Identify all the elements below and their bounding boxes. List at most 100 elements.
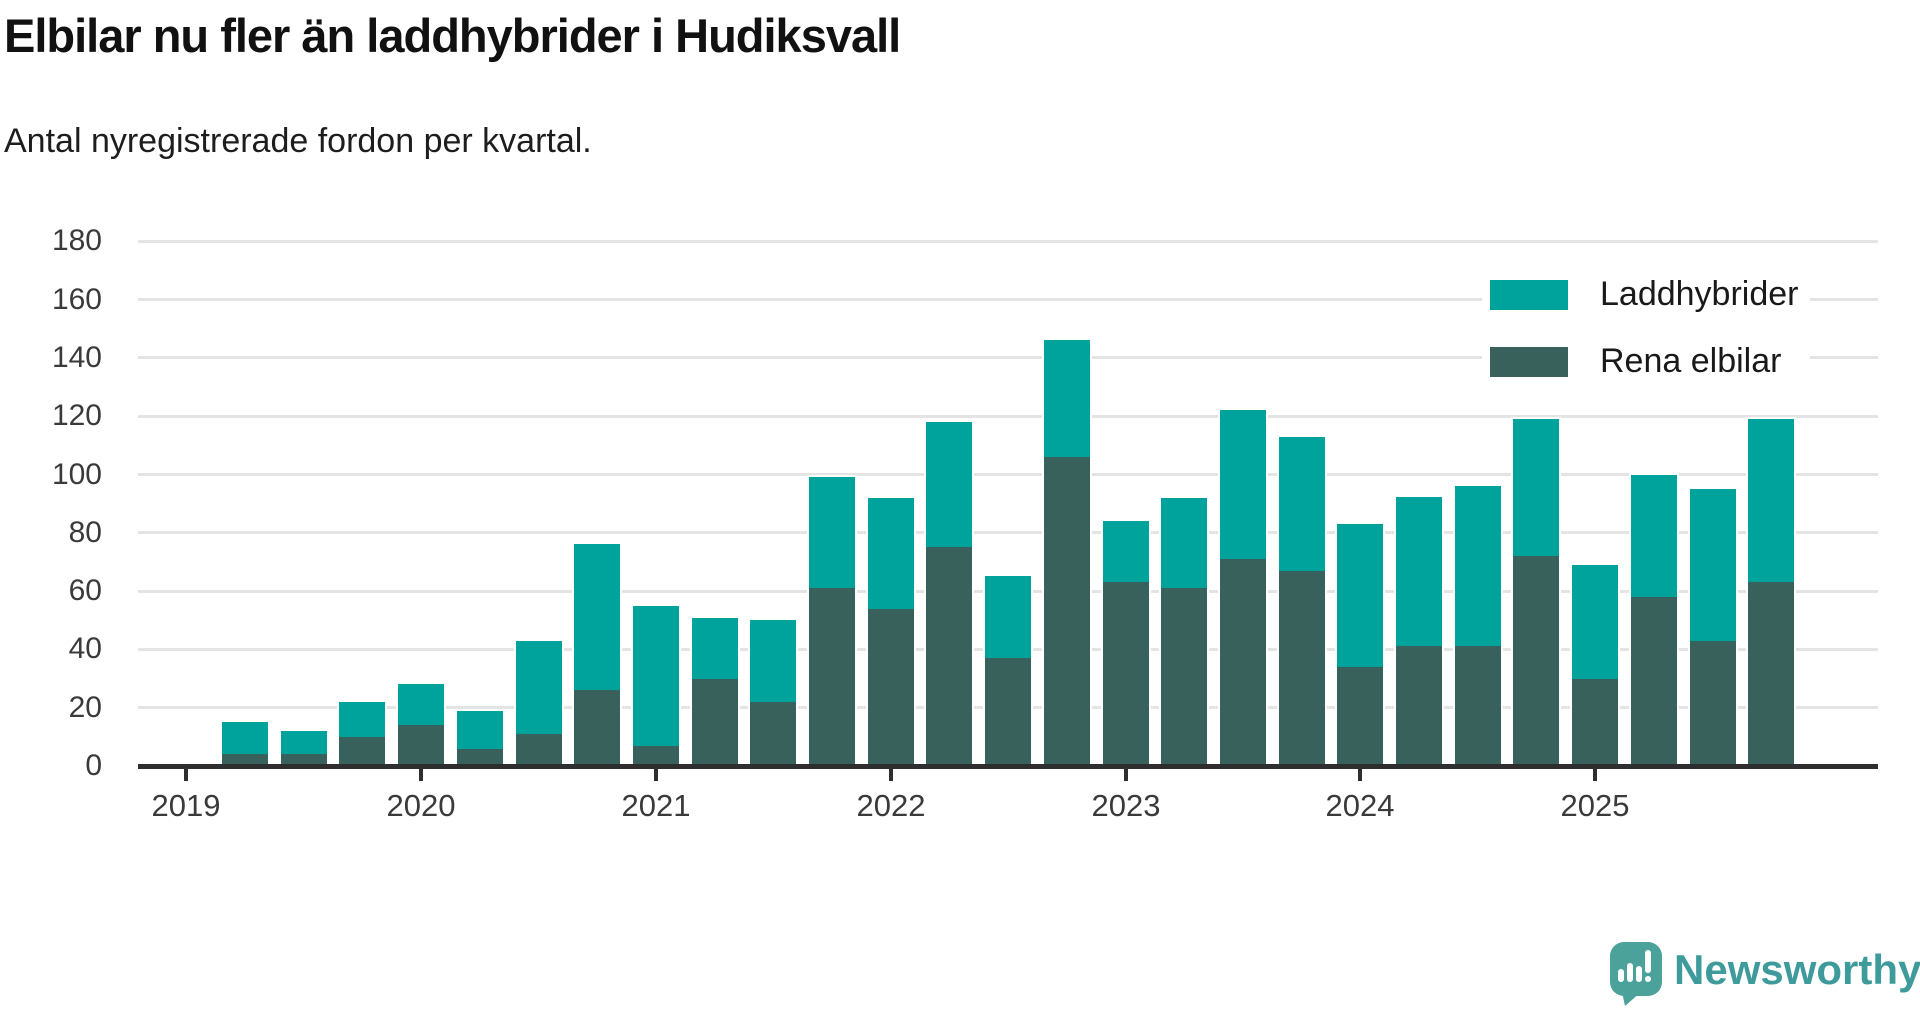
bar-group-2024-Q4: [1513, 419, 1559, 766]
bar-group-2025-Q1: [1572, 565, 1618, 766]
bar-group-2024-Q2: [1396, 497, 1442, 766]
bar-group-2025-Q3: [1690, 489, 1736, 766]
bar-group-2019-Q2: [222, 722, 268, 766]
x-axis-line: [138, 764, 1878, 769]
bar-group-2024-Q3: [1455, 486, 1501, 766]
bar-group-2021-Q1: [633, 606, 679, 766]
bar-segment-laddhybrider: [1513, 419, 1559, 556]
y-axis-label: 20: [68, 691, 102, 724]
legend-item-laddhybrider: Laddhybrider: [1482, 272, 1811, 317]
x-axis-year-label: 2019: [151, 788, 221, 823]
y-axis-label: 180: [51, 224, 102, 257]
bar-segment-laddhybrider: [868, 498, 914, 609]
bar-group-2021-Q2: [692, 618, 738, 766]
x-axis-year-label: 2022: [856, 788, 926, 823]
bar-segment-laddhybrider: [516, 641, 562, 734]
bar-segment-rena-elbilar: [1044, 457, 1090, 766]
bar-segment-laddhybrider: [339, 702, 385, 737]
bar-segment-laddhybrider: [1631, 475, 1677, 597]
bar-segment-rena-elbilar: [222, 754, 268, 766]
bar-group-2023-Q2: [1161, 498, 1207, 766]
legend-label: Rena elbilar: [1600, 342, 1782, 380]
y-axis-label: 80: [68, 516, 102, 549]
bar-segment-laddhybrider: [1396, 497, 1442, 646]
bar-segment-rena-elbilar: [809, 588, 855, 766]
bar-segment-laddhybrider: [926, 422, 972, 547]
bar-segment-rena-elbilar: [1396, 646, 1442, 766]
page-subtitle: Antal nyregistrerade fordon per kvartal.: [4, 122, 592, 160]
bar-segment-laddhybrider: [398, 684, 444, 725]
y-axis-label: 100: [51, 458, 102, 491]
bar-segment-rena-elbilar: [457, 749, 503, 766]
chart-legend: Laddhybrider Rena elbilar: [1482, 272, 1811, 384]
bar-group-2020-Q1: [398, 684, 444, 766]
gridline-y120: [138, 415, 1878, 418]
speech-bubble-tail: [1622, 992, 1641, 1006]
legend-item-rena-elbilar: Rena elbilar: [1482, 339, 1811, 384]
bar-group-2020-Q4: [574, 544, 620, 766]
bar-segment-laddhybrider: [1690, 489, 1736, 641]
page-title: Elbilar nu fler än laddhybrider i Hudiks…: [4, 9, 901, 62]
newsworthy-logo: Newsworthy: [1610, 940, 1920, 1010]
bar-segment-rena-elbilar: [1103, 582, 1149, 766]
bar-group-2019-Q4: [339, 702, 385, 766]
logo-exclamation-dot-icon: [1645, 976, 1651, 982]
bar-group-2022-Q2: [926, 422, 972, 766]
bar-segment-rena-elbilar: [926, 547, 972, 766]
bar-group-2023-Q1: [1103, 521, 1149, 766]
x-axis-tick: [654, 768, 658, 781]
bar-segment-laddhybrider: [692, 618, 738, 679]
gridline-y140: [138, 356, 1878, 359]
bar-segment-rena-elbilar: [1690, 641, 1736, 766]
bar-segment-laddhybrider: [1279, 437, 1325, 571]
bar-segment-rena-elbilar: [1161, 588, 1207, 766]
y-axis-label: 160: [51, 283, 102, 316]
x-axis-year-label: 2023: [1091, 788, 1161, 823]
bar-segment-rena-elbilar: [516, 734, 562, 766]
bar-segment-laddhybrider: [750, 620, 796, 702]
bar-group-2020-Q3: [516, 641, 562, 766]
bar-segment-rena-elbilar: [633, 746, 679, 766]
bar-segment-rena-elbilar: [1337, 667, 1383, 766]
bar-segment-laddhybrider: [574, 544, 620, 690]
bar-group-2022-Q3: [985, 576, 1031, 766]
bar-segment-rena-elbilar: [281, 754, 327, 766]
y-axis-label: 0: [85, 749, 102, 782]
bar-group-2025-Q2: [1631, 475, 1677, 766]
legend-label: Laddhybrider: [1600, 275, 1799, 313]
bar-segment-laddhybrider: [1161, 498, 1207, 588]
bar-segment-rena-elbilar: [1513, 556, 1559, 766]
bar-segment-laddhybrider: [809, 477, 855, 588]
gridline-y80: [138, 531, 1878, 534]
x-axis-year-label: 2021: [621, 788, 691, 823]
x-axis-tick: [1358, 768, 1362, 781]
y-axis-label: 120: [51, 399, 102, 432]
logo-chart-bar-icon: [1618, 969, 1624, 982]
x-axis-year-label: 2020: [386, 788, 456, 823]
speech-bubble-icon: [1610, 942, 1662, 996]
x-axis-tick: [1124, 768, 1128, 781]
gridline-y160: [138, 298, 1878, 301]
bar-segment-rena-elbilar: [750, 702, 796, 766]
bar-segment-laddhybrider: [281, 731, 327, 754]
bar-segment-laddhybrider: [985, 576, 1031, 658]
bar-group-2023-Q4: [1279, 437, 1325, 766]
logo-chart-bar-icon: [1636, 966, 1642, 982]
legend-swatch-laddhybrider: [1490, 279, 1568, 310]
bar-group-2019-Q3: [281, 731, 327, 766]
bar-segment-rena-elbilar: [1748, 582, 1794, 766]
x-axis-tick: [1593, 768, 1597, 781]
bar-group-2022-Q4: [1044, 340, 1090, 766]
bar-segment-rena-elbilar: [985, 658, 1031, 766]
bar-segment-laddhybrider: [1455, 486, 1501, 646]
bar-segment-rena-elbilar: [868, 609, 914, 766]
bar-segment-laddhybrider: [633, 606, 679, 746]
bar-segment-laddhybrider: [1220, 410, 1266, 559]
y-axis-label: 140: [51, 341, 102, 374]
logo-chart-bar-icon: [1627, 963, 1633, 982]
bar-segment-rena-elbilar: [1220, 559, 1266, 766]
bar-segment-laddhybrider: [1044, 340, 1090, 457]
bar-group-2024-Q1: [1337, 524, 1383, 766]
bar-segment-laddhybrider: [1103, 521, 1149, 582]
